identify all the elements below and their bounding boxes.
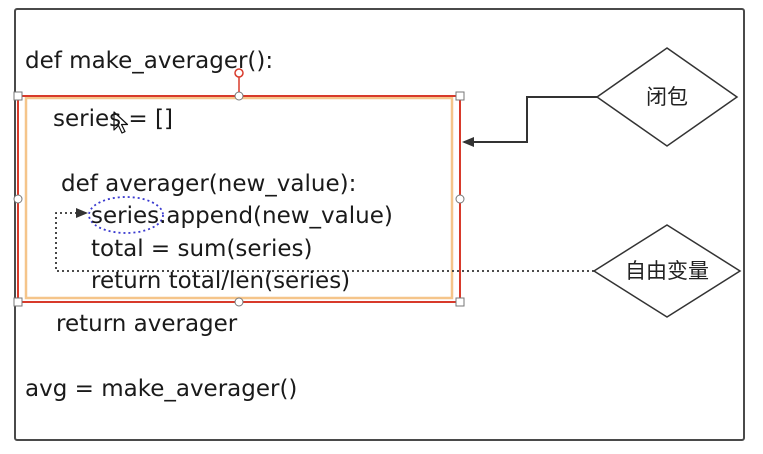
code-line-return-total: return total/len(series) (91, 268, 351, 294)
handle-top-left[interactable] (13, 91, 23, 101)
handle-top-right[interactable] (455, 91, 465, 101)
handle-bottom-left[interactable] (13, 297, 23, 307)
handle-bottom-right[interactable] (455, 297, 465, 307)
handle-top-middle[interactable] (234, 91, 244, 101)
code-line-return-averager: return averager (56, 311, 238, 337)
free-variable-diamond[interactable] (592, 224, 742, 318)
code-line-avg-assign: avg = make_averager() (25, 376, 298, 402)
series-highlight-ellipse (88, 196, 164, 234)
handle-left-middle[interactable] (13, 194, 23, 204)
code-line-total-sum: total = sum(series) (91, 236, 313, 262)
free-variable-connector-arrow[interactable] (55, 208, 594, 272)
code-line-series-init: series = [] (53, 106, 173, 132)
closure-label: 闭包 (646, 85, 688, 109)
code-line-series-append: series.append(new_value) (91, 203, 393, 229)
diagram-frame (14, 8, 745, 441)
free-variable-label: 自由变量 (625, 259, 709, 283)
closure-connector-arrow[interactable] (462, 96, 597, 147)
mouse-cursor-icon (113, 111, 129, 134)
closure-diamond[interactable] (595, 47, 739, 147)
selection-handles[interactable] (13, 91, 465, 307)
code-line-def-averager: def averager(new_value): (61, 171, 357, 197)
rotation-handle[interactable] (234, 68, 244, 78)
handle-bottom-middle[interactable] (234, 297, 244, 307)
handle-right-middle[interactable] (455, 194, 465, 204)
code-line-def-make-averager: def make_averager(): (25, 48, 274, 74)
